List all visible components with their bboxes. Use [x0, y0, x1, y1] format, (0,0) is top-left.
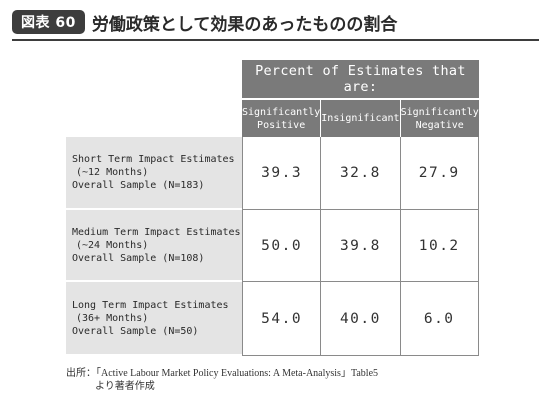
source-note: 出所：「Active Labour Market Policy Evaluati…	[66, 367, 378, 393]
cell-value: 6.0	[400, 282, 479, 356]
cell-value: 39.8	[321, 210, 401, 282]
column-header-line: Negative	[415, 119, 464, 131]
table-row: Short Term Impact Estimates (~12 Months)…	[66, 137, 479, 210]
table-row: Medium Term Impact Estimates (~24 Months…	[66, 210, 479, 282]
row-label-line: Short Term Impact Estimates	[72, 154, 235, 165]
row-label-line: Medium Term Impact Estimates	[72, 226, 241, 238]
cell-value: 10.2	[400, 210, 479, 282]
figure-title: 労働政策として効果のあったものの割合	[91, 14, 398, 35]
row-label-line: (~24 Months)	[76, 239, 149, 251]
row-label-line: Long Term Impact Estimates	[72, 299, 229, 311]
table-corner-blank-2	[66, 98, 242, 137]
table-corner-blank	[66, 60, 242, 98]
row-label-line: Overall Sample (N=183)	[72, 180, 205, 191]
row-label-long-term: Long Term Impact Estimates (36+ Months) …	[66, 282, 242, 356]
row-label-line: Overall Sample (N=108)	[72, 252, 205, 264]
row-label-line: (36+ Months)	[76, 312, 149, 324]
cell-value: 54.0	[242, 282, 322, 356]
cell-value: 27.9	[400, 137, 479, 210]
row-label-line: Overall Sample (N=50)	[72, 325, 199, 337]
column-header-line: Significantly	[400, 106, 479, 118]
row-label-line: (~12 Months)	[76, 167, 149, 178]
column-header-insignificant: Insignificant	[321, 98, 401, 137]
estimates-table: Percent of Estimates that are: Significa…	[66, 60, 479, 356]
column-header-line: Insignificant	[321, 113, 400, 124]
column-header-significantly-positive: Significantly Positive	[242, 98, 322, 137]
column-header-line: Significantly	[242, 106, 321, 118]
cell-value: 32.8	[321, 137, 401, 210]
column-header-significantly-negative: Significantly Negative	[400, 98, 479, 137]
source-line-1: 出所：「Active Labour Market Policy Evaluati…	[66, 368, 379, 379]
column-header-line: Positive	[257, 119, 306, 131]
title-underline	[12, 39, 539, 41]
table-row: Long Term Impact Estimates (36+ Months) …	[66, 282, 479, 356]
cell-value: 50.0	[242, 210, 322, 282]
source-line-2: より著者作成	[95, 381, 155, 392]
figure-number-badge: 図表 60	[12, 10, 85, 34]
row-label-short-term: Short Term Impact Estimates (~12 Months)…	[66, 137, 242, 210]
cell-value: 40.0	[321, 282, 401, 356]
cell-value: 39.3	[242, 137, 322, 210]
figure-title-row: 図表 60 労働政策として効果のあったものの割合	[12, 9, 397, 35]
row-label-medium-term: Medium Term Impact Estimates (~24 Months…	[66, 210, 242, 282]
group-header: Percent of Estimates that are:	[242, 60, 479, 98]
